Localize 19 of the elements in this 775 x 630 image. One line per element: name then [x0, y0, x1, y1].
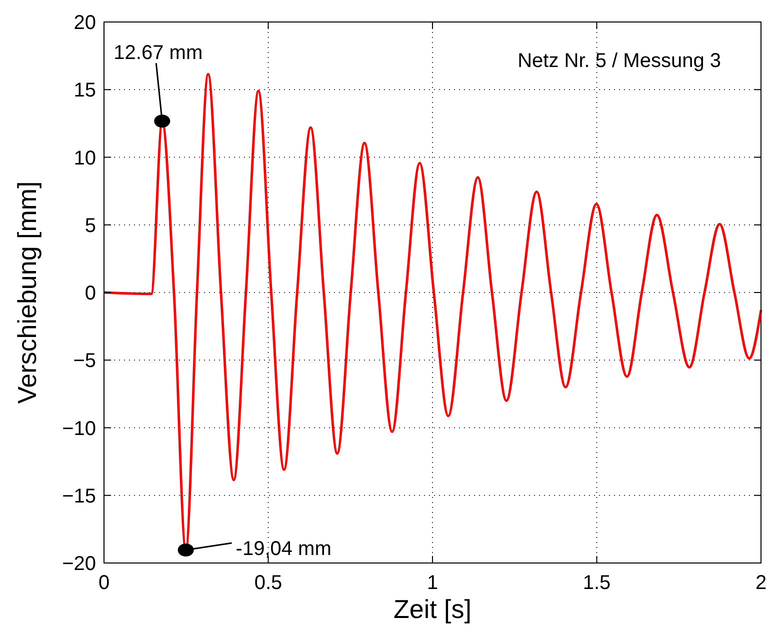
- y-tick-label: 20: [74, 12, 96, 34]
- y-axis-title: Verschiebung [mm]: [12, 181, 42, 404]
- annotation: -19,04 mm: [236, 538, 332, 560]
- x-tick-label: 2: [755, 572, 767, 594]
- y-tick-label: −20: [62, 553, 96, 575]
- x-tick-label: 0.5: [254, 572, 282, 594]
- x-axis-title: Zeit [s]: [393, 594, 472, 624]
- y-tick-label: −5: [73, 350, 96, 372]
- y-tick-label: 10: [74, 147, 96, 170]
- x-tick-label: 0: [98, 572, 110, 594]
- annotation: 12.67 mm: [114, 42, 203, 64]
- y-tick-label: 0: [84, 282, 96, 304]
- y-tick-label: 15: [74, 80, 96, 102]
- x-tick-label: 1.5: [582, 572, 611, 594]
- y-tick-label: −15: [62, 485, 96, 508]
- annotation: Netz Nr. 5 / Messung 3: [518, 50, 721, 72]
- y-tick-label: −10: [62, 418, 96, 440]
- x-tick-label: 1: [426, 572, 438, 594]
- y-tick-label: 5: [84, 214, 96, 237]
